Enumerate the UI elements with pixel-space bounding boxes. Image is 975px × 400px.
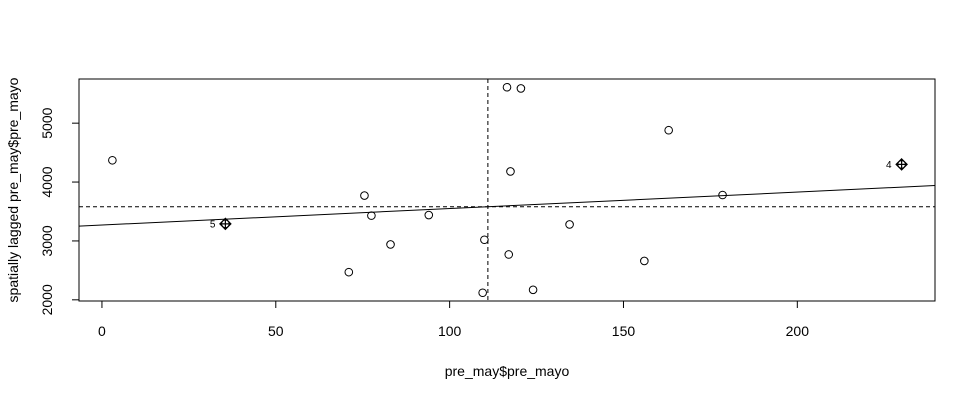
data-point <box>565 220 574 229</box>
influential-marker <box>219 217 232 231</box>
y-tick-label: 3000 <box>39 225 55 256</box>
plot-frame <box>78 78 936 302</box>
y-axis: 2000 3000 4000 5000 <box>39 107 80 315</box>
data-point <box>108 155 117 165</box>
y-tick-label: 4000 <box>39 166 55 197</box>
data-point <box>718 190 727 200</box>
data-point <box>516 84 526 93</box>
data-point <box>478 288 487 298</box>
data-point <box>344 267 354 277</box>
y-tick-label: 2000 <box>39 284 55 315</box>
data-point <box>386 240 395 249</box>
x-tick-label: 100 <box>438 323 462 339</box>
influential-marker <box>895 158 908 171</box>
y-axis-label: spatially lagged pre_may$pre_mayo <box>5 77 21 302</box>
data-point <box>480 235 489 245</box>
x-tick-label: 150 <box>612 323 636 339</box>
data-point <box>360 191 369 200</box>
data-point <box>528 285 538 295</box>
regression-line <box>78 185 936 227</box>
x-tick-label: 0 <box>98 323 106 339</box>
data-point <box>502 82 512 92</box>
data-point <box>640 256 649 266</box>
data-point <box>664 125 673 135</box>
reference-lines <box>79 79 935 301</box>
data-points: 54 <box>108 82 908 298</box>
point-label: 4 <box>886 160 892 171</box>
data-point <box>424 210 434 220</box>
point-label: 5 <box>210 219 216 230</box>
data-point <box>506 167 515 176</box>
y-tick-label: 5000 <box>39 107 55 138</box>
x-axis: 0 50 100 150 200 <box>98 300 810 339</box>
x-tick-label: 200 <box>786 323 810 339</box>
data-point <box>504 250 514 259</box>
data-point <box>367 211 376 220</box>
x-tick-label: 50 <box>268 323 284 339</box>
regression-line-group <box>78 185 936 227</box>
x-axis-label: pre_may$pre_mayo <box>445 363 570 379</box>
